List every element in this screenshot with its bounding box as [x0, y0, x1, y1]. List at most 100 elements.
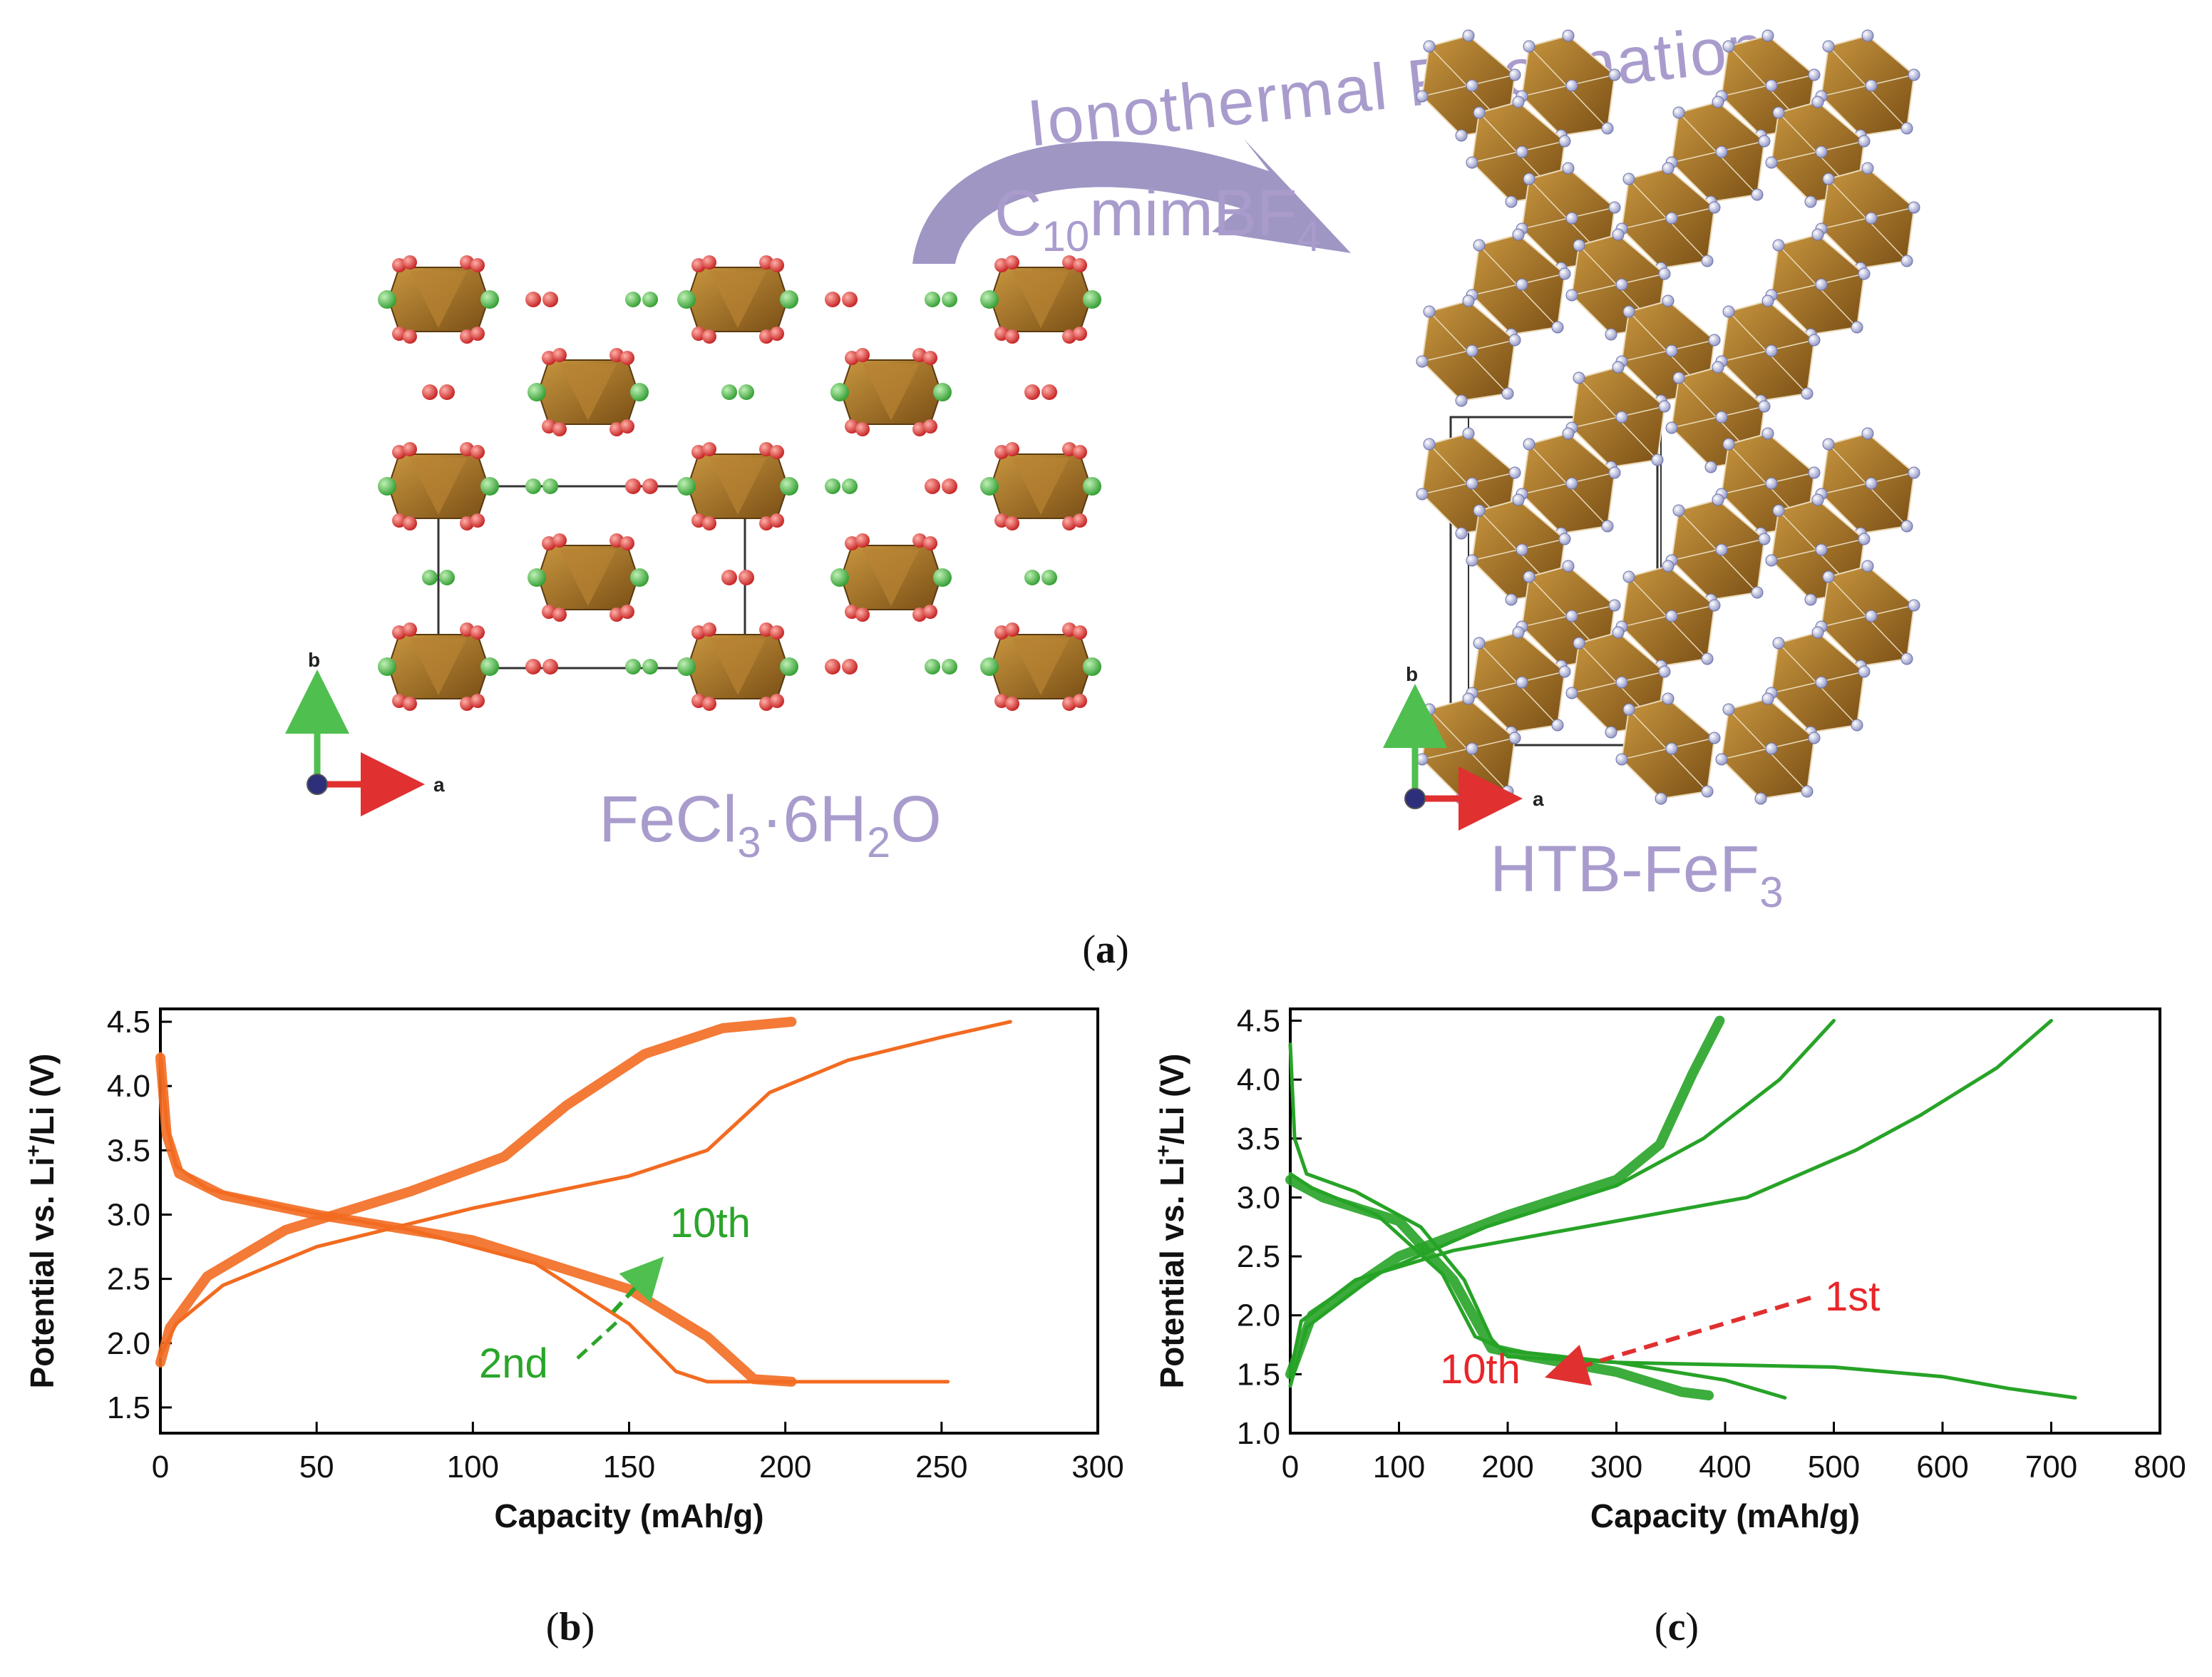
- f-atom: [1662, 560, 1675, 573]
- cl-atom: [677, 657, 696, 676]
- f-atom: [1851, 321, 1863, 334]
- f-atom: [1808, 466, 1821, 479]
- f-atom: [1558, 135, 1571, 148]
- f-atom: [1801, 785, 1814, 798]
- fef6-octahedron: [1466, 228, 1571, 341]
- o-atom: [542, 605, 556, 619]
- process-arrow: [912, 139, 1351, 264]
- f-atom: [1908, 599, 1920, 612]
- f-atom: [1516, 676, 1528, 689]
- o-atom: [923, 605, 937, 619]
- f-atom: [1822, 173, 1835, 185]
- plot-frame: [1289, 1007, 2161, 1435]
- fe-octahedron: [677, 622, 798, 711]
- f-atom: [1815, 278, 1828, 291]
- f-atom: [1608, 599, 1621, 612]
- o-atom: [470, 258, 485, 272]
- fe-octahedron: [528, 533, 649, 622]
- fe-octahedron: [980, 255, 1101, 344]
- o-atom: [923, 419, 937, 434]
- o-atom: [770, 625, 784, 640]
- f-atom: [1761, 692, 1774, 705]
- f-atom: [1708, 599, 1721, 612]
- fe-octahedron: [378, 622, 499, 711]
- f-atom: [1811, 626, 1824, 639]
- axis-indicator-right: b a: [1383, 663, 1544, 831]
- o-atom: [759, 697, 773, 711]
- fe-octahedron: [980, 622, 1101, 711]
- o-atom: [702, 516, 716, 530]
- f-atom: [1708, 334, 1721, 347]
- cl-atom: [721, 384, 737, 400]
- x-tick-label: 200: [759, 1450, 811, 1484]
- f-atom: [1858, 135, 1871, 148]
- cl-atom: [980, 290, 999, 309]
- o-atom: [994, 513, 1009, 528]
- f-atom: [1622, 173, 1635, 185]
- o-atom: [642, 478, 658, 494]
- f-atom: [1808, 68, 1821, 81]
- f-atom: [1416, 90, 1429, 103]
- f-atom: [1822, 570, 1835, 583]
- f-atom: [1861, 29, 1874, 42]
- o-atom: [403, 255, 417, 270]
- series-line: [1285, 1015, 1725, 1380]
- y-axis-label: Potential vs. Li+/Li (V): [22, 1054, 61, 1389]
- cl-atom: [830, 383, 849, 401]
- cl-atom: [625, 659, 641, 675]
- annotation-2nd: 2nd: [479, 1340, 548, 1387]
- o-atom: [770, 513, 784, 528]
- x-axis-label: Capacity (mAh/g): [494, 1497, 763, 1534]
- f-atom: [1562, 427, 1575, 440]
- cl-atom: [842, 478, 858, 494]
- cl-atom: [942, 659, 957, 675]
- y-tick-label: 3.0: [1237, 1180, 1280, 1215]
- f-atom: [1815, 145, 1828, 158]
- f-atom: [1858, 665, 1871, 678]
- f-atom: [1523, 570, 1535, 583]
- o-atom: [691, 258, 706, 272]
- f-atom: [1701, 785, 1714, 798]
- f-atom: [1615, 278, 1628, 291]
- fe-octahedron: [677, 255, 798, 344]
- o-atom: [1041, 384, 1057, 400]
- cl-atom: [780, 477, 798, 496]
- f-atom: [1722, 703, 1735, 716]
- y-tick-label: 4.5: [1237, 1004, 1280, 1039]
- y-tick-label: 2.0: [107, 1326, 150, 1361]
- o-atom: [620, 605, 634, 619]
- o-atom: [923, 351, 937, 365]
- y-axis-label: Potential vs. Li+/Li (V): [1152, 1054, 1190, 1389]
- f-atom: [1512, 626, 1525, 639]
- o-atom: [691, 513, 706, 528]
- o-atom: [470, 327, 485, 341]
- cl-atom: [528, 383, 546, 401]
- fef6-octahedron: [1715, 294, 1821, 407]
- f-atom: [1612, 361, 1625, 374]
- y-tick-label: 3.5: [1237, 1122, 1280, 1157]
- f-atom: [1772, 106, 1785, 119]
- o-atom: [845, 536, 859, 550]
- f-atom: [1462, 427, 1475, 440]
- y-tick-label: 2.0: [1237, 1298, 1280, 1333]
- f-atom: [1512, 228, 1525, 241]
- caption-c: (c): [1655, 1605, 1699, 1649]
- o-atom: [702, 697, 716, 711]
- f-atom: [1765, 742, 1778, 755]
- f-atom: [1466, 554, 1478, 567]
- o-atom: [691, 694, 706, 708]
- o-atom: [1062, 442, 1076, 456]
- y-tick-label: 2.5: [1237, 1239, 1280, 1274]
- f-atom: [1658, 267, 1671, 280]
- htb-fef3-label: HTB-FeF3: [1490, 833, 1784, 916]
- o-atom: [403, 697, 417, 711]
- annotation-10th-c: 10th: [1440, 1346, 1521, 1393]
- f-atom: [1416, 355, 1429, 368]
- o-atom: [1005, 516, 1019, 530]
- f-atom: [1562, 560, 1575, 573]
- htb-fef3-structure: [1416, 29, 1920, 805]
- f-atom: [1758, 400, 1771, 413]
- fe-octahedron: [980, 442, 1101, 530]
- f-atom: [1462, 692, 1475, 705]
- o-atom: [759, 329, 773, 344]
